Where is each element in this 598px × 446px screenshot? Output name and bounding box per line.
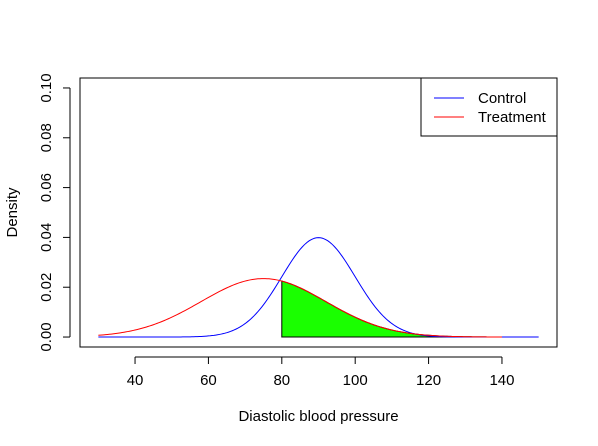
y-tick-label: 0.06 — [38, 173, 55, 202]
x-tick-label: 140 — [489, 372, 514, 389]
x-tick-label: 80 — [273, 372, 290, 389]
shaded-area — [281, 280, 503, 338]
y-tick-label: 0.08 — [38, 123, 55, 152]
y-tick-label: 0.00 — [38, 322, 55, 351]
legend-label: Control — [478, 90, 526, 107]
y-tick-label: 0.04 — [38, 223, 55, 252]
x-tick-label: 40 — [127, 372, 144, 389]
series-line-treatment — [98, 278, 502, 338]
x-tick-label: 60 — [200, 372, 217, 389]
shaded-area-layer — [281, 280, 503, 338]
legend-box — [420, 77, 558, 137]
curve-layer — [98, 237, 539, 338]
y-tick-label: 0.02 — [38, 273, 55, 302]
x-tick-label: 120 — [416, 372, 441, 389]
x-axis-label: Diastolic blood pressure — [238, 408, 398, 425]
legend-items: Control Treatment — [434, 90, 547, 126]
legend-label: Treatment — [478, 109, 547, 126]
y-tick-label: 0.10 — [38, 73, 55, 102]
legend: Control Treatment — [420, 77, 558, 137]
y-axis-label: Density — [4, 187, 21, 238]
x-axis: 40 60 80 100 120 140 — [127, 356, 514, 389]
y-axis: 0.00 0.02 0.04 0.06 0.08 0.10 — [38, 73, 71, 352]
plot-frame — [79, 77, 558, 348]
x-tick-label: 100 — [343, 372, 368, 389]
